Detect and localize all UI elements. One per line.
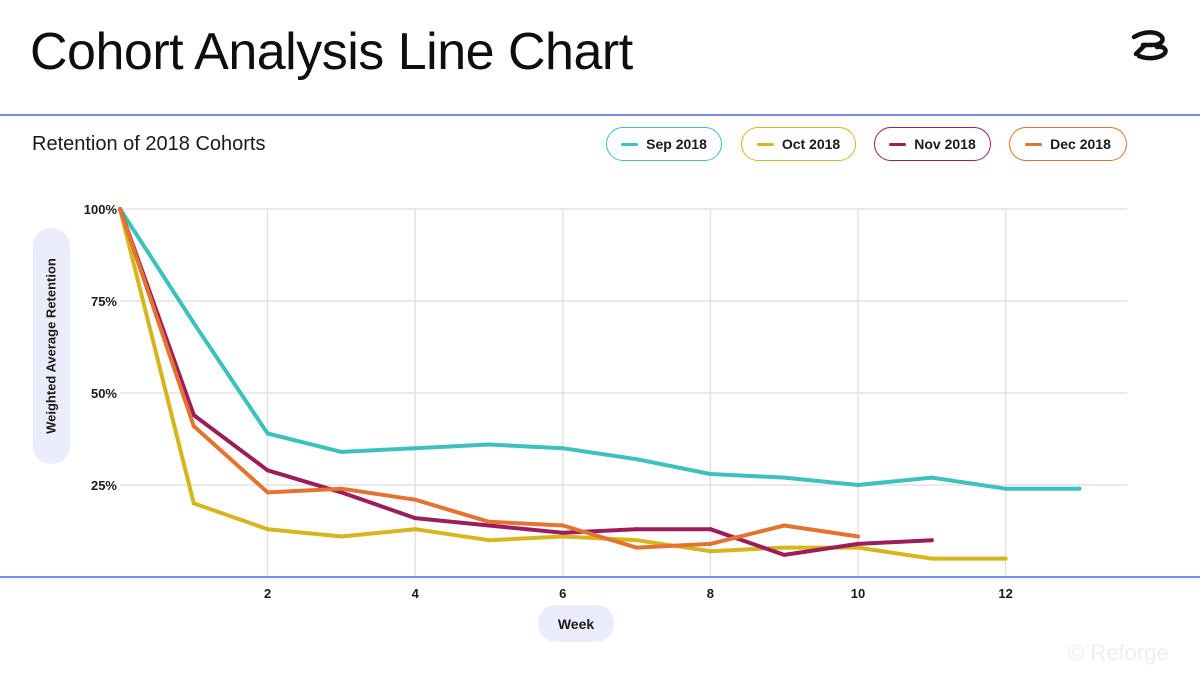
data-point-nov-2018 [634,527,639,532]
data-point-oct-2018 [413,527,418,532]
x-tick-label: 2 [264,586,271,601]
data-point-oct-2018 [782,545,787,550]
data-point-oct-2018 [708,549,713,554]
data-point-sep-2018 [1003,486,1008,491]
data-point-oct-2018 [487,538,491,543]
data-point-nov-2018 [856,541,860,546]
page-title: Cohort Analysis Line Chart [30,23,633,81]
series-line-sep-2018 [118,207,1082,491]
data-point-sep-2018 [929,475,934,480]
legend-swatch [756,142,774,146]
y-tick-label: 25% [91,478,117,493]
x-tick-label: 12 [998,586,1012,601]
legend-label: Nov 2018 [914,136,976,152]
data-point-dec-2018 [191,424,196,429]
data-point-sep-2018 [708,471,713,476]
data-point-oct-2018 [191,501,196,506]
data-point-dec-2018 [265,490,270,495]
data-point-dec-2018 [413,497,418,502]
data-point-nov-2018 [929,538,934,543]
legend-label: Sep 2018 [646,136,707,152]
x-axis-label: Week [538,605,614,642]
data-point-nov-2018 [560,530,565,535]
data-point-dec-2018 [560,523,565,528]
data-point-nov-2018 [782,552,787,557]
data-point-sep-2018 [856,483,860,487]
data-point-oct-2018 [339,534,344,539]
data-point-sep-2018 [487,442,491,447]
data-point-nov-2018 [413,516,418,521]
y-tick-label: 100% [84,202,118,217]
legend-item-oct-2018[interactable]: Oct 2018 [741,127,856,161]
legend-item-nov-2018[interactable]: Nov 2018 [874,127,991,161]
data-point-oct-2018 [265,527,270,532]
legend-swatch [889,142,907,146]
header-divider [0,114,1200,116]
data-point-sep-2018 [339,449,344,454]
data-point-sep-2018 [782,475,787,480]
data-point-oct-2018 [634,538,639,543]
x-tick-label: 4 [412,586,420,601]
data-point-dec-2018 [487,519,491,524]
data-point-oct-2018 [1003,556,1008,561]
legend-item-dec-2018[interactable]: Dec 2018 [1009,127,1127,161]
legend-label: Oct 2018 [781,136,841,152]
data-point-dec-2018 [118,207,122,211]
data-point-sep-2018 [1077,486,1082,491]
data-point-nov-2018 [265,468,270,473]
data-point-dec-2018 [782,523,787,528]
y-tick-label: 50% [91,386,117,401]
data-point-oct-2018 [856,545,860,550]
legend-swatch [621,142,639,146]
data-point-dec-2018 [708,541,713,546]
watermark: © Reforge [1068,640,1169,665]
data-point-sep-2018 [560,446,565,451]
footer-divider [0,576,1200,578]
data-point-nov-2018 [487,523,491,528]
chart-title: Retention of 2018 Cohorts [32,133,266,155]
data-point-oct-2018 [560,534,565,539]
y-tick-label: 75% [91,294,117,309]
data-point-oct-2018 [929,556,934,561]
data-point-dec-2018 [634,545,639,550]
x-tick-label: 8 [707,586,714,601]
legend-label: Dec 2018 [1050,136,1111,152]
data-point-nov-2018 [191,413,196,418]
data-point-nov-2018 [708,527,713,532]
data-point-sep-2018 [265,431,270,436]
data-point-dec-2018 [339,486,344,491]
data-point-sep-2018 [413,446,418,451]
series-line-nov-2018 [118,207,934,557]
x-tick-label: 10 [851,586,865,601]
x-tick-label: 6 [559,586,566,601]
y-axis-label-pill [33,228,70,464]
data-point-dec-2018 [856,534,860,539]
data-point-sep-2018 [191,321,196,326]
data-point-sep-2018 [634,457,639,462]
legend-item-sep-2018[interactable]: Sep 2018 [606,127,722,161]
brand-logo-icon [1131,30,1168,61]
legend-swatch [1025,142,1043,146]
data-point-nov-2018 [339,490,344,495]
